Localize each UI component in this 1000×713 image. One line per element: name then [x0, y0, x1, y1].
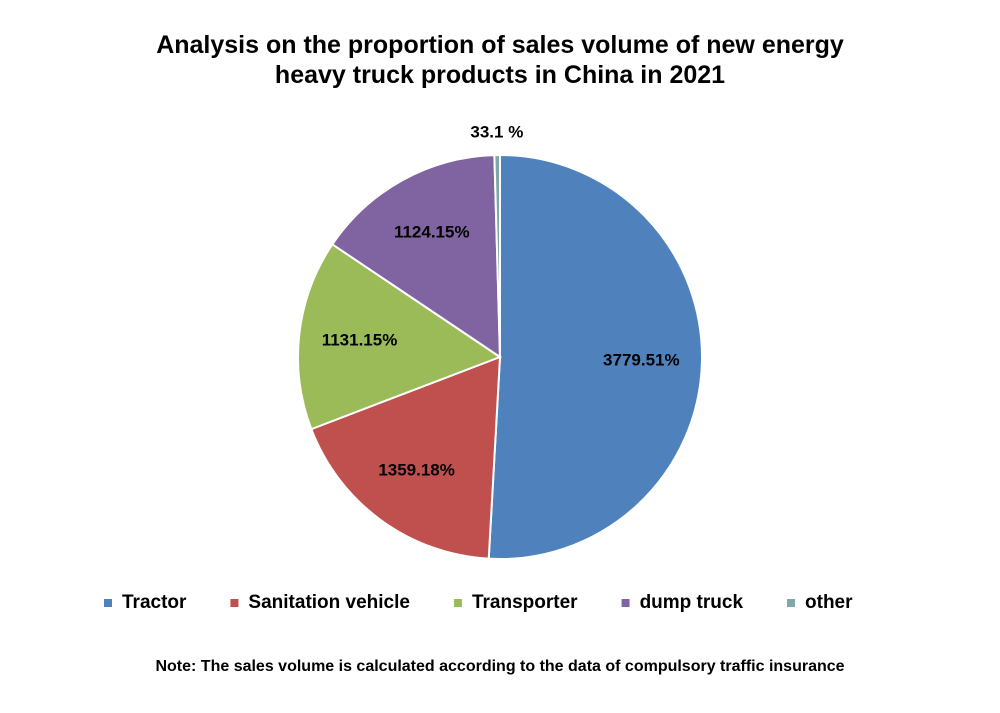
note: Note: The sales volume is calculated acc… [155, 658, 844, 675]
legend-swatch [621, 599, 630, 607]
legend-swatch [453, 599, 462, 607]
chart-title: Analysis on the proportion of sales volu… [156, 31, 844, 89]
data-label: 3779.51% [603, 350, 680, 369]
pie-slice [487, 153, 704, 560]
legend-swatch [230, 599, 239, 607]
pie-slice [297, 242, 503, 431]
pie-slice [310, 355, 502, 560]
legend-label: Transporter [472, 592, 578, 613]
data-label: 1131.15% [322, 330, 398, 349]
legend-label: other [805, 592, 853, 613]
legend-label: Sanitation vehicle [248, 592, 410, 613]
pie-slice [330, 154, 502, 359]
data-label: 1124.15% [394, 223, 470, 242]
legend-label: Tractor [122, 592, 187, 613]
legend-swatch [787, 599, 796, 607]
legend-label: dump truck [640, 592, 744, 613]
legend-swatch [104, 599, 112, 607]
pie-slice [493, 153, 501, 358]
data-label: 1359.18% [378, 461, 455, 480]
data-label: 33.1 % [470, 123, 523, 142]
